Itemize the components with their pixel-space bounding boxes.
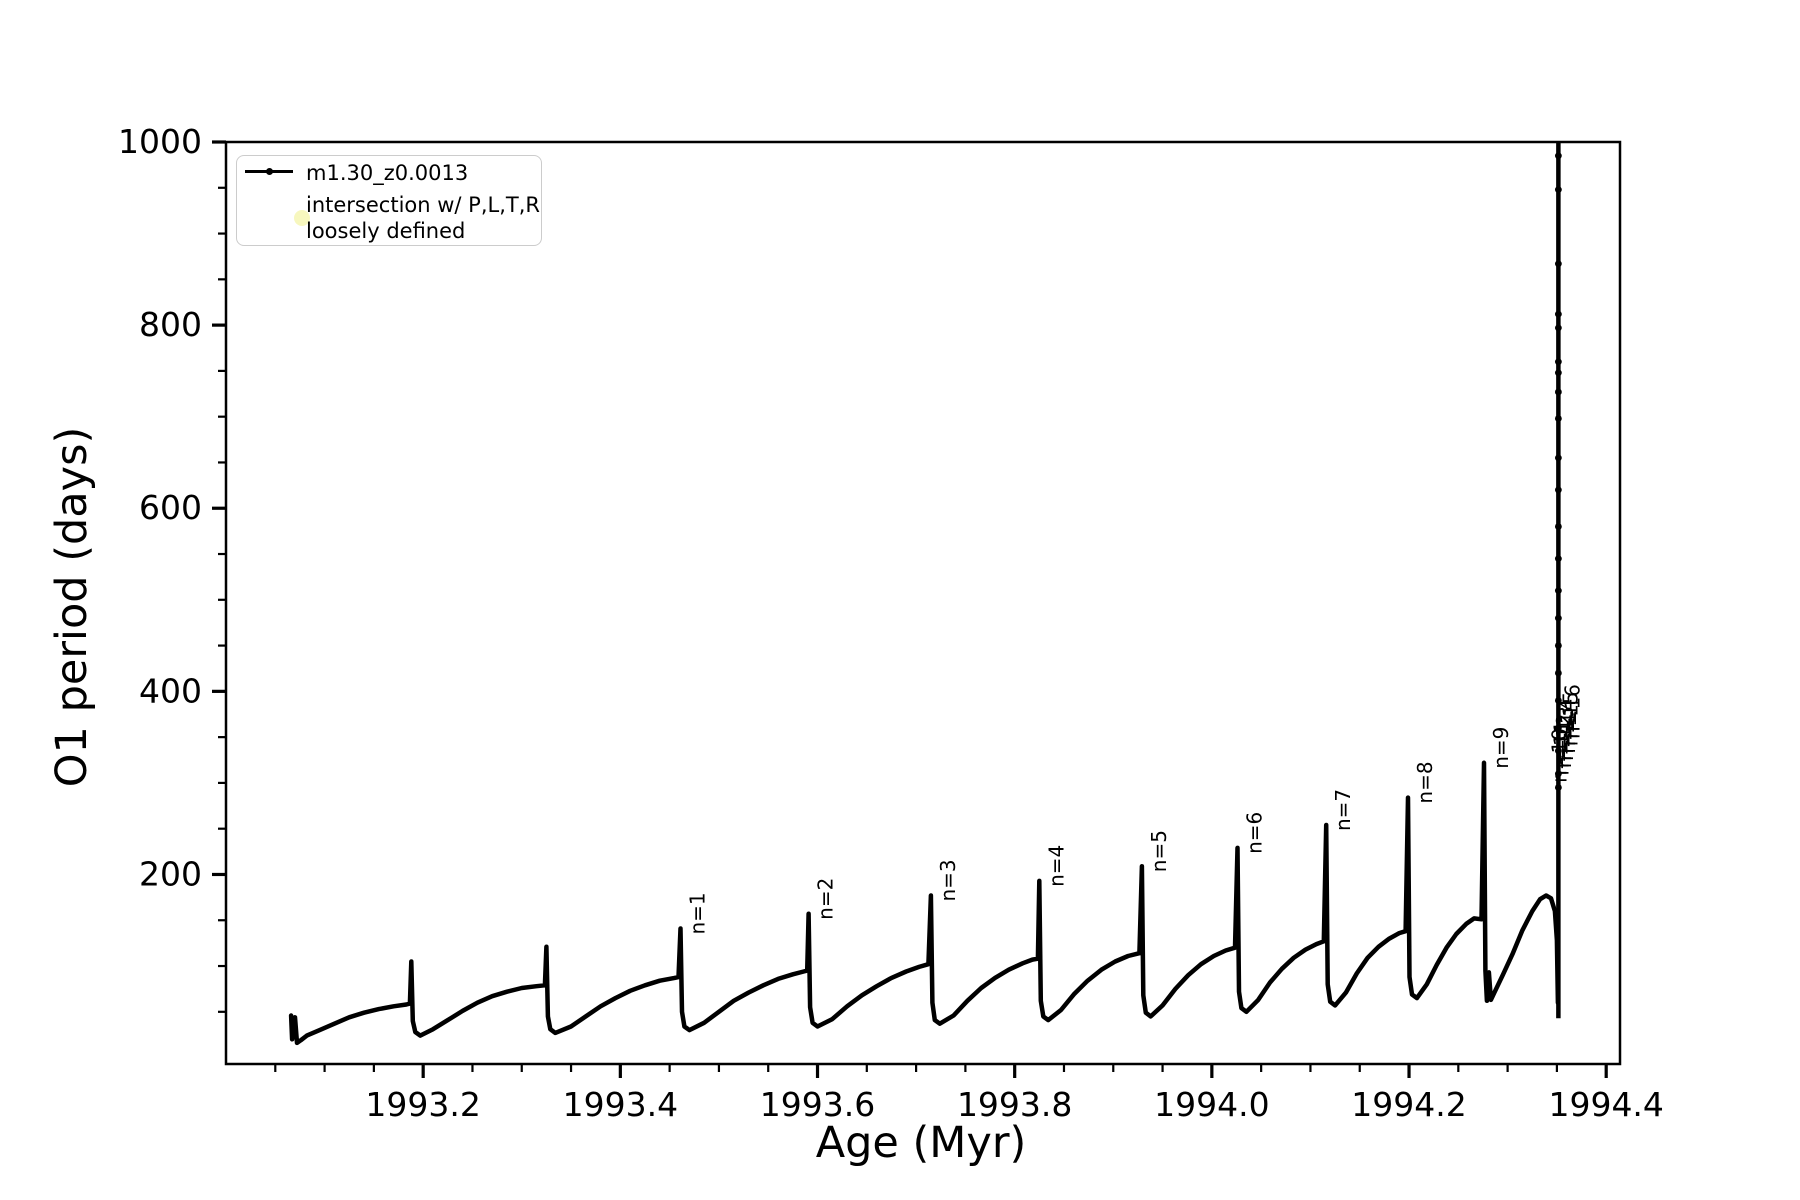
legend-label-series: m1.30_z0.0013 [306,161,469,185]
final-event-marker [1554,486,1562,494]
final-event-marker [1554,186,1562,194]
final-event-marker [1554,669,1562,677]
x-tick-label: 1994.2 [1351,1085,1466,1124]
y-tick-label: 800 [139,305,202,344]
final-event-marker [1554,260,1562,268]
legend-scatter-marker-icon [294,210,310,226]
x-tick-label: 1993.2 [365,1085,480,1124]
spike-annotation: n=8 [1413,761,1437,803]
cluster-annotation: n=10 [1547,728,1571,783]
spike-annotation: n=4 [1044,845,1068,887]
final-event-marker [1554,388,1562,396]
final-event-marker [1554,152,1562,160]
final-event-marker [1554,310,1562,318]
final-event-marker [1554,369,1562,377]
spike-annotation: n=7 [1331,789,1355,831]
final-event-marker [1554,724,1562,732]
final-event-marker [1554,770,1562,778]
final-event-marker [1554,587,1562,595]
final-event-marker [1554,697,1562,704]
final-event-marker [1554,415,1562,422]
y-tick-label: 1000 [118,122,202,161]
cluster-annotation: n=11 [1550,721,1574,776]
legend-label-intersection-line1: intersection w/ P,L,T,R [306,193,540,217]
spike-annotation: n=1 [685,892,709,934]
cluster-annotation: n=15 [1558,691,1582,746]
cluster-annotation: n=12 [1552,713,1576,768]
legend-label-intersection-line2: loosely defined [306,219,466,243]
x-tick-label: 1993.8 [957,1085,1072,1124]
y-tick-label: 200 [139,854,202,893]
final-event-marker [1554,324,1562,332]
legend-line-sample [245,167,293,175]
spike-annotation: n=3 [936,859,960,901]
final-event-marker [1554,555,1562,562]
final-event-marker [1554,614,1562,622]
x-tick-label: 1993.6 [760,1085,875,1124]
cluster-annotation: n=14 [1556,699,1580,754]
x-axis-label: Age (Myr) [815,1118,1027,1168]
x-tick-label: 1994.0 [1154,1085,1269,1124]
spike-annotation: n=6 [1242,812,1266,854]
legend-label-intersection: intersection w/ P,L,T,R loosely defined [306,192,540,244]
y-tick-label: 600 [139,488,202,527]
legend-line-marker-icon [265,167,273,175]
spike-annotation: n=2 [814,878,838,920]
y-axis-label: O1 period (days) [47,426,97,788]
spike-annotation: n=9 [1489,727,1513,769]
legend: m1.30_z0.0013 intersection w/ P,L,T,R lo… [236,155,542,246]
final-event-marker [1554,358,1562,366]
axes-spines [224,140,1622,1066]
x-tick-label: 1994.4 [1548,1085,1663,1124]
spike-annotation: n=5 [1147,830,1171,872]
final-event-marker [1554,454,1562,462]
final-event-marker [1554,784,1562,791]
x-tick-label: 1993.4 [563,1085,678,1124]
final-event-marker [1554,747,1562,755]
cluster-annotation: n=13 [1554,706,1578,761]
cluster-annotation: n=16 [1561,684,1585,739]
final-event-marker [1554,523,1562,530]
final-event-marker [1554,642,1562,649]
y-tick-label: 400 [139,671,202,710]
series-curve [288,760,1561,1046]
